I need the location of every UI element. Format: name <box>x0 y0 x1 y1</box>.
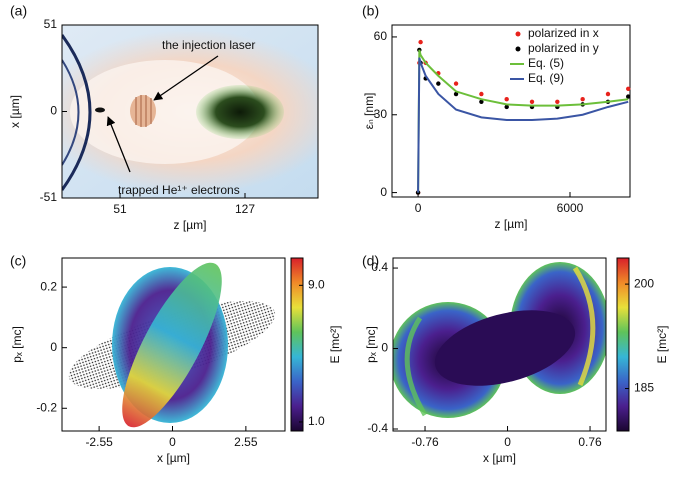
phase-space-cloud <box>393 262 606 418</box>
x-tick-label: 6000 <box>557 201 584 215</box>
legend-label: polarized in y <box>528 41 599 55</box>
y-tick-label: 0 <box>380 185 387 199</box>
y-tick-label: -0.4 <box>367 421 388 435</box>
panel-label: (c) <box>10 253 26 269</box>
y-tick-label: 0 <box>50 104 57 118</box>
y-tick-label: -51 <box>40 190 58 204</box>
y-axis-label: pₓ [mc] <box>364 326 378 363</box>
legend-swatch <box>515 46 521 52</box>
colorbar-label: E [mc²] <box>328 326 342 364</box>
colorbar-tick-label: 200 <box>634 276 654 290</box>
y-tick-label: -0.2 <box>36 400 57 414</box>
annotation: trapped He¹⁺ electrons <box>118 183 240 197</box>
legend-label: polarized in x <box>528 26 599 40</box>
colorbar <box>290 257 304 432</box>
x-tick-label: 0.76 <box>578 435 602 449</box>
data-point <box>453 91 459 97</box>
phase-space-cloud <box>68 262 276 428</box>
wakefield-image <box>62 25 318 198</box>
y-axis-label: x [µm] <box>8 95 22 128</box>
y-axis-label: εₙ [nm] <box>362 93 376 130</box>
data-point <box>580 96 585 102</box>
x-tick-label: 0 <box>169 435 176 449</box>
data-point <box>453 81 459 86</box>
x-tick-label: -2.55 <box>85 435 113 449</box>
colorbar <box>616 257 630 432</box>
data-point <box>504 96 509 102</box>
plot-frame <box>61 24 319 199</box>
x-tick-label: 127 <box>235 202 255 216</box>
data-point <box>504 104 509 110</box>
x-axis-label: x [µm] <box>157 451 190 465</box>
x-axis-label: z [µm] <box>174 218 207 232</box>
series-line <box>417 57 629 193</box>
plot-frame <box>391 24 631 198</box>
data-point <box>479 99 484 104</box>
panel-label: (a) <box>10 3 27 19</box>
x-axis-label: x [µm] <box>483 451 516 465</box>
x-axis-label: z [µm] <box>495 217 528 231</box>
data-point <box>479 91 484 97</box>
colorbar-tick-label: 185 <box>634 381 654 395</box>
colorbar-tick-label: 9.0 <box>308 277 325 291</box>
plot-frame <box>392 257 607 432</box>
data-point <box>436 81 441 86</box>
y-tick-label: 60 <box>374 29 388 43</box>
colorbar-label: E [mc²] <box>655 326 669 364</box>
y-axis-label: pₓ [mc] <box>10 326 24 363</box>
y-tick-label: 30 <box>374 107 388 121</box>
panel-label: (b) <box>362 3 379 19</box>
annotation: the injection laser <box>162 38 255 52</box>
legend-label: Eq. (9) <box>528 71 564 85</box>
y-tick-label: 0.2 <box>40 279 57 293</box>
plot-frame <box>61 257 286 432</box>
x-tick-label: 0 <box>415 201 422 215</box>
data-point <box>555 99 560 104</box>
data-point <box>418 39 423 45</box>
colorbar-tick-label: 1.0 <box>308 414 325 428</box>
series-line <box>417 49 629 193</box>
data-point <box>605 91 611 97</box>
y-tick-label: 51 <box>44 17 58 31</box>
y-tick-label: 0 <box>381 341 388 355</box>
x-tick-label: 2.55 <box>234 435 258 449</box>
y-tick-label: 0 <box>50 340 57 354</box>
data-point <box>626 86 631 92</box>
x-tick-label: 51 <box>113 202 127 216</box>
y-tick-label: 0.4 <box>371 260 388 274</box>
legend-swatch <box>515 31 521 37</box>
data-point <box>529 99 535 104</box>
x-tick-label: 0 <box>504 435 511 449</box>
data-point <box>626 94 631 99</box>
legend-label: Eq. (5) <box>528 56 564 70</box>
panel-label: (d) <box>362 253 379 269</box>
x-tick-label: -0.76 <box>411 435 439 449</box>
